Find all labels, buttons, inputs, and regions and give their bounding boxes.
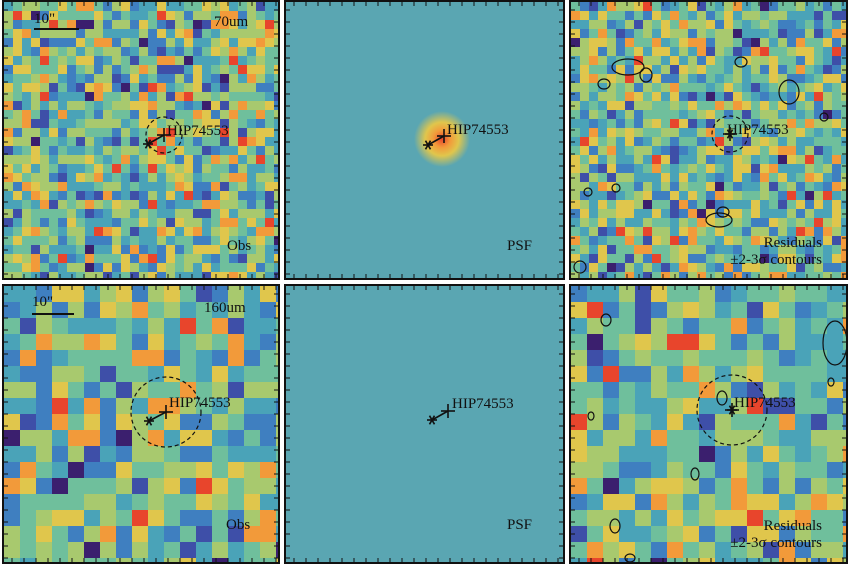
contour xyxy=(716,206,730,218)
contour xyxy=(639,67,653,83)
map-70um-residuals xyxy=(571,2,846,278)
plus-marker xyxy=(159,405,173,419)
contour xyxy=(611,183,621,193)
map-160um-residuals xyxy=(571,286,846,562)
contour xyxy=(600,313,612,327)
contour xyxy=(778,79,800,105)
target-label: HIP74553 xyxy=(734,395,796,411)
target-markers xyxy=(143,116,183,154)
plus-marker xyxy=(157,128,171,142)
axis-ticks xyxy=(4,286,278,562)
psf-peak xyxy=(414,111,470,167)
map-160um-psf xyxy=(286,286,563,562)
star-marker xyxy=(725,129,735,139)
panel-70um-residuals: HIP74553 Residuals ±2-3σ contours xyxy=(569,0,848,280)
star-marker xyxy=(423,140,433,150)
proper-motion-line xyxy=(427,135,445,146)
target-markers xyxy=(130,376,202,448)
contours-note: ±2-3σ contours xyxy=(730,252,822,268)
plus-marker xyxy=(441,404,455,418)
target-markers xyxy=(423,129,451,150)
psf-background xyxy=(286,286,563,562)
scale-bar-label: 10" xyxy=(32,294,54,310)
contour xyxy=(611,58,645,76)
axis-ticks xyxy=(571,286,846,562)
target-label: HIP74553 xyxy=(452,396,514,412)
proper-motion-line xyxy=(147,134,165,145)
target-label: HIP74553 xyxy=(169,395,231,411)
panel-160um-psf: HIP74553 PSF xyxy=(284,284,565,564)
band-label: 160um xyxy=(204,300,246,316)
axis-ticks xyxy=(286,2,563,278)
beam-circle xyxy=(130,376,202,448)
contour xyxy=(716,390,728,406)
sigma-contours xyxy=(587,313,846,562)
obs-label: Obs xyxy=(227,238,252,254)
panel-160um-residuals: HIP74553 Residuals ±2-3σ contours xyxy=(569,284,848,564)
contour xyxy=(583,187,593,197)
panel-160um-obs: 160um 10" HIP74553 Obs xyxy=(2,284,280,564)
beam-circle xyxy=(711,115,749,153)
contour xyxy=(822,320,846,366)
contour xyxy=(573,260,587,274)
pixel-grid xyxy=(571,286,846,562)
band-label: 70um xyxy=(214,14,249,30)
sigma-contours xyxy=(573,56,829,274)
beam-circle xyxy=(696,374,768,446)
proper-motion-line xyxy=(431,410,449,421)
residuals-label: Residuals ±2-3σ contours xyxy=(730,518,822,552)
contours-note: ±2-3σ contours xyxy=(730,535,822,551)
axis-ticks xyxy=(286,286,563,562)
obs-label: Obs xyxy=(226,517,251,533)
pixel-grid xyxy=(4,2,278,278)
contour xyxy=(624,553,636,562)
contour xyxy=(819,112,829,122)
star-marker xyxy=(144,416,154,426)
map-70um-obs xyxy=(4,2,278,278)
contour xyxy=(597,78,611,90)
contour xyxy=(609,518,621,534)
target-markers xyxy=(711,115,749,153)
contour xyxy=(827,377,835,387)
star-marker xyxy=(727,405,737,415)
scale-bar-label: 10" xyxy=(34,11,56,27)
panel-70um-obs: 70um 10" HIP74553 Obs xyxy=(2,0,280,280)
proper-motion-line xyxy=(148,411,167,422)
star-marker xyxy=(143,139,153,149)
star-marker xyxy=(427,415,437,425)
pixel-grid xyxy=(571,2,846,278)
panel-70um-psf: HIP74553 PSF xyxy=(284,0,565,280)
residuals-title: Residuals xyxy=(763,235,822,251)
plus-marker xyxy=(437,129,451,143)
target-label: HIP74553 xyxy=(727,122,789,138)
target-label: HIP74553 xyxy=(167,123,229,139)
residuals-label: Residuals ±2-3σ contours xyxy=(730,235,822,269)
psf-label: PSF xyxy=(507,517,533,533)
target-markers xyxy=(427,404,455,425)
map-70um-psf xyxy=(286,2,563,278)
contour xyxy=(587,411,595,421)
axis-ticks xyxy=(4,2,278,278)
map-160um-obs xyxy=(4,286,278,562)
contour xyxy=(690,467,700,481)
residuals-title: Residuals xyxy=(763,518,822,534)
beam-circle xyxy=(145,116,183,154)
target-label: HIP74553 xyxy=(447,122,509,138)
axis-ticks xyxy=(571,2,846,278)
psf-label: PSF xyxy=(507,238,533,254)
target-markers xyxy=(696,374,768,446)
contour xyxy=(705,212,733,228)
contour xyxy=(734,56,748,68)
